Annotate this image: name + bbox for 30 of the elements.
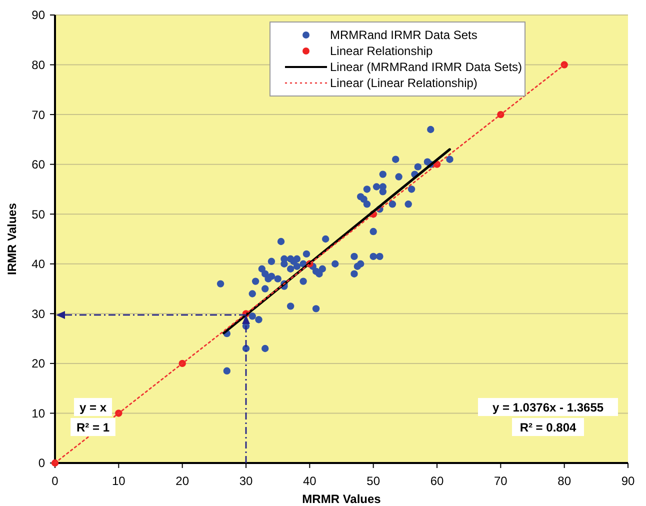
x-tick-label: 60 — [430, 474, 444, 488]
y-tick-label: 90 — [32, 8, 46, 22]
legend-label: Linear (Linear Relationship) — [330, 76, 478, 90]
y-tick-label: 70 — [32, 108, 46, 122]
x-tick-label: 30 — [239, 474, 253, 488]
y-tick-label: 60 — [32, 158, 46, 172]
x-tick-label: 90 — [621, 474, 635, 488]
y-tick-label: 50 — [32, 207, 46, 222]
y-tick-label: 40 — [32, 257, 46, 272]
y-tick-label: 30 — [32, 306, 46, 321]
y-tick-label: 0 — [38, 456, 46, 470]
x-tick-label: 50 — [366, 474, 380, 488]
legend-label: Linear (MRMRand IRMR Data Sets) — [330, 60, 522, 74]
y-tick-label: 20 — [32, 356, 46, 371]
annotation: R² = 1 — [76, 420, 110, 435]
x-tick-label: 40 — [302, 474, 317, 488]
legend-label: MRMRand IRMR Data Sets — [330, 28, 478, 42]
x-tick-label: 70 — [494, 474, 508, 488]
x-axis-title: MRMR Values — [302, 492, 382, 506]
y-tick-label: 10 — [32, 406, 46, 420]
y-axis-title: IRMR Values — [5, 202, 19, 276]
annotation: R² = 0.804 — [520, 420, 577, 435]
x-tick-label: 10 — [112, 474, 126, 488]
x-tick-label: 80 — [558, 474, 572, 488]
x-tick-label: 20 — [176, 474, 190, 488]
y-tick-label: 80 — [32, 58, 46, 72]
x-tick-label: 0 — [52, 474, 59, 488]
annotation: y = x — [79, 400, 107, 415]
annotation: y = 1.0376x - 1.3655 — [492, 400, 604, 415]
legend-label: Linear Relationship — [330, 44, 434, 58]
